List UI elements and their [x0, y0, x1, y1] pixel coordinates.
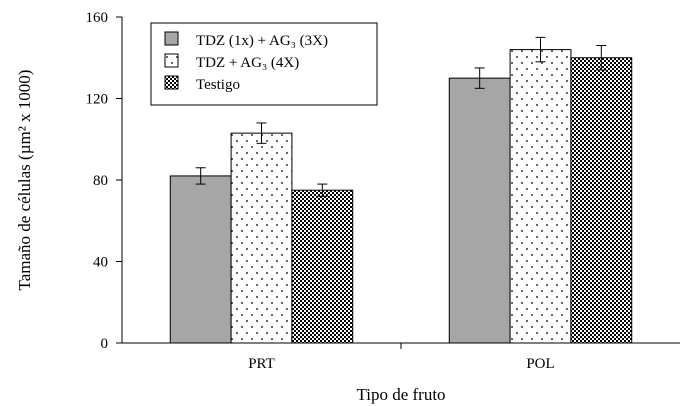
bar-prt-series-3	[291, 189, 354, 344]
y-ticks: 0 40 80 120 160	[86, 10, 122, 352]
y-tick-label: 160	[86, 10, 109, 26]
bars-layer	[169, 36, 633, 344]
bar-prt-series-1	[169, 175, 232, 344]
y-tick-label: 80	[93, 173, 108, 189]
bar-pol-series-1	[448, 77, 511, 344]
legend-label-series-2: TDZ + AG₃ (4X)	[196, 55, 299, 71]
x-tick-label: POL	[526, 356, 554, 372]
legend-label-series-1: TDZ (1x) + AG₃ (3X)	[196, 33, 328, 49]
legend-swatch-series-1	[164, 31, 179, 46]
y-tick-label: 0	[101, 336, 109, 352]
legend-swatch-series-3	[164, 75, 179, 90]
legend: TDZ (1x) + AG₃ (3X) TDZ + AG₃ (4X) Testi…	[150, 22, 378, 106]
bar-prt-series-2	[230, 132, 293, 344]
bar-pol-series-2	[509, 49, 572, 344]
y-axis-title: Tamaño de células (µm² x 1000)	[15, 70, 34, 291]
legend-box	[150, 22, 378, 106]
bar-pol-series-3	[570, 57, 633, 344]
legend-label-series-3: Testigo	[196, 77, 240, 93]
y-tick-label: 120	[86, 92, 109, 108]
y-tick-label: 40	[93, 255, 108, 271]
legend-swatch-series-2	[164, 53, 179, 68]
x-ticks: PRT POL	[248, 343, 555, 372]
x-axis-title: Tipo de fruto	[356, 385, 445, 404]
x-tick-label: PRT	[248, 356, 275, 372]
